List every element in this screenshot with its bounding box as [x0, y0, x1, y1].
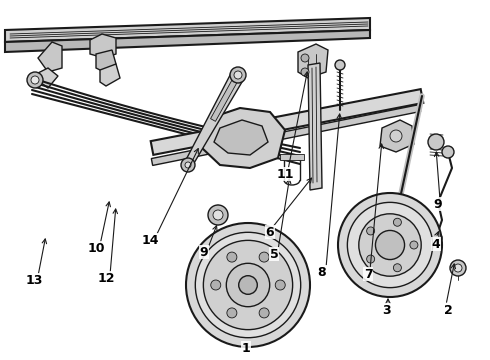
Circle shape	[234, 71, 242, 79]
Circle shape	[335, 60, 345, 70]
Circle shape	[301, 54, 309, 62]
Circle shape	[31, 76, 39, 84]
Circle shape	[393, 264, 401, 272]
Circle shape	[375, 230, 405, 260]
Circle shape	[203, 240, 293, 330]
Text: 3: 3	[382, 303, 391, 316]
Circle shape	[428, 134, 444, 150]
Circle shape	[430, 232, 442, 244]
Circle shape	[450, 260, 466, 276]
Circle shape	[211, 280, 221, 290]
Polygon shape	[298, 44, 328, 78]
Circle shape	[239, 276, 257, 294]
Circle shape	[259, 308, 269, 318]
Text: 11: 11	[276, 167, 294, 180]
Text: 8: 8	[318, 266, 326, 279]
Text: 12: 12	[97, 271, 115, 284]
Circle shape	[338, 193, 442, 297]
Circle shape	[410, 241, 418, 249]
Polygon shape	[5, 18, 370, 42]
Polygon shape	[184, 72, 244, 167]
Polygon shape	[280, 154, 304, 160]
Polygon shape	[38, 42, 62, 72]
Polygon shape	[96, 50, 116, 72]
Circle shape	[367, 227, 375, 235]
Text: 6: 6	[266, 225, 274, 239]
Polygon shape	[151, 104, 420, 166]
Circle shape	[186, 223, 310, 347]
Polygon shape	[380, 120, 414, 152]
Text: 2: 2	[443, 303, 452, 316]
Text: 4: 4	[432, 238, 441, 251]
Circle shape	[213, 210, 223, 220]
Circle shape	[227, 252, 237, 262]
Text: 9: 9	[434, 198, 442, 211]
Text: 5: 5	[270, 248, 278, 261]
Circle shape	[230, 67, 246, 83]
Circle shape	[208, 205, 228, 225]
Text: 14: 14	[141, 234, 159, 247]
Circle shape	[393, 218, 401, 226]
Circle shape	[259, 252, 269, 262]
Circle shape	[390, 130, 402, 142]
Circle shape	[275, 280, 285, 290]
Circle shape	[227, 308, 237, 318]
Circle shape	[226, 263, 270, 307]
Polygon shape	[308, 63, 322, 190]
Text: 13: 13	[25, 274, 43, 287]
Circle shape	[196, 232, 301, 338]
Polygon shape	[214, 120, 268, 155]
Circle shape	[181, 158, 195, 172]
Circle shape	[367, 255, 375, 263]
Text: 7: 7	[364, 267, 372, 280]
Polygon shape	[32, 68, 58, 88]
Polygon shape	[202, 108, 285, 168]
Text: 10: 10	[87, 242, 105, 255]
Circle shape	[185, 162, 191, 168]
Circle shape	[442, 146, 454, 158]
Polygon shape	[151, 89, 423, 155]
Polygon shape	[100, 64, 120, 86]
Text: 9: 9	[200, 246, 208, 258]
Polygon shape	[90, 34, 116, 58]
Circle shape	[27, 72, 43, 88]
Circle shape	[359, 214, 421, 276]
Polygon shape	[211, 74, 241, 121]
Circle shape	[301, 68, 309, 76]
Circle shape	[347, 202, 433, 288]
Polygon shape	[209, 205, 227, 225]
Text: 1: 1	[242, 342, 250, 355]
Polygon shape	[5, 30, 370, 52]
Circle shape	[454, 264, 462, 272]
